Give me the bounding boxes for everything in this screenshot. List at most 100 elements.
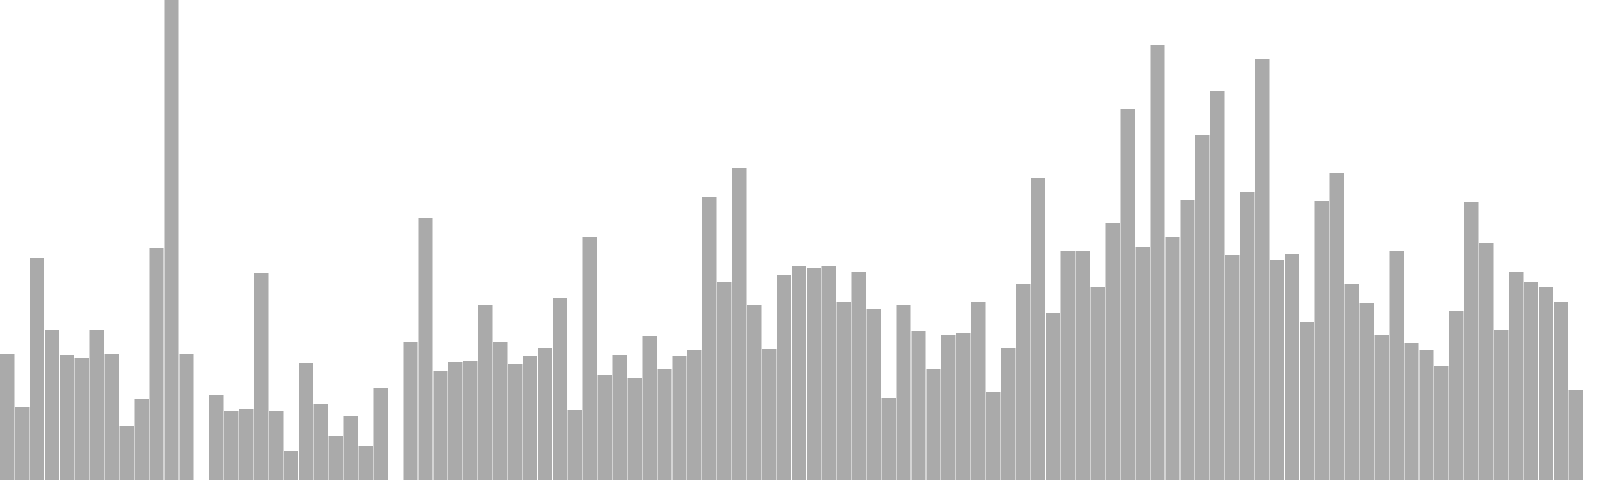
bar-77 — [1150, 45, 1165, 480]
bar-89 — [1329, 173, 1344, 480]
bar-31 — [463, 361, 478, 480]
bar-20 — [298, 363, 314, 480]
bar-1 — [14, 407, 30, 480]
bar-63 — [941, 335, 956, 480]
bar-8 — [119, 426, 134, 480]
bar-98 — [1464, 202, 1479, 480]
bar-51 — [761, 349, 777, 480]
bar-30 — [448, 362, 463, 480]
bar-73 — [1090, 287, 1105, 480]
bar-101 — [1508, 272, 1524, 480]
bar-56 — [836, 302, 851, 480]
bar-85 — [1269, 260, 1285, 480]
bar-25 — [373, 388, 388, 480]
bar-69 — [1030, 178, 1046, 480]
bar-5 — [74, 358, 90, 480]
bar-84 — [1254, 59, 1270, 480]
bar-49 — [732, 168, 747, 480]
bar-32 — [478, 305, 493, 480]
bar-93 — [1389, 251, 1404, 480]
bar-11 — [164, 0, 179, 480]
bar-64 — [956, 333, 971, 480]
bar-17 — [253, 273, 269, 480]
bar-54 — [806, 268, 822, 480]
bar-97 — [1449, 311, 1464, 480]
bar-22 — [328, 436, 344, 480]
bar-70 — [1045, 313, 1061, 480]
bar-88 — [1314, 201, 1330, 480]
bar-40 — [597, 375, 612, 480]
bar-91 — [1359, 303, 1374, 480]
bar-100 — [1494, 330, 1509, 480]
bar-95 — [1419, 350, 1434, 480]
bar-71 — [1060, 251, 1076, 480]
bar-18 — [268, 411, 284, 480]
bar-45 — [672, 356, 687, 480]
bar-48 — [717, 282, 732, 480]
bar-68 — [1015, 284, 1031, 480]
bar-52 — [776, 275, 792, 480]
bar-72 — [1075, 251, 1091, 480]
bar-96 — [1434, 366, 1449, 480]
bar-67 — [1000, 348, 1016, 480]
bar-102 — [1523, 282, 1539, 480]
bar-6 — [89, 330, 104, 480]
bar-16 — [239, 409, 254, 480]
bar-27 — [403, 342, 418, 480]
bar-43 — [642, 336, 657, 480]
bar-7 — [104, 354, 119, 480]
bar-61 — [911, 331, 926, 480]
bar-46 — [687, 350, 702, 480]
bar-38 — [567, 410, 583, 480]
bar-2 — [29, 258, 45, 480]
bar-75 — [1120, 109, 1135, 480]
bar-0 — [0, 354, 15, 480]
bar-19 — [283, 451, 299, 480]
bar-90 — [1344, 284, 1359, 480]
bar-23 — [343, 416, 358, 480]
bar-92 — [1374, 335, 1389, 480]
bar-94 — [1404, 343, 1419, 480]
bar-103 — [1538, 287, 1554, 480]
bar-79 — [1180, 200, 1195, 480]
bar-76 — [1135, 247, 1150, 480]
bar-62 — [926, 369, 941, 480]
bar-78 — [1165, 237, 1180, 480]
bar-83 — [1240, 192, 1255, 480]
bar-50 — [747, 305, 762, 480]
bar-57 — [851, 272, 866, 480]
bar-59 — [881, 398, 896, 480]
bar-60 — [896, 305, 911, 480]
bar-99 — [1479, 243, 1494, 480]
bar-14 — [209, 395, 224, 480]
bar-37 — [552, 298, 568, 480]
bar-15 — [224, 411, 239, 480]
bar-81 — [1210, 91, 1225, 480]
bar-74 — [1105, 223, 1120, 480]
bar-86 — [1284, 254, 1300, 480]
bar-42 — [627, 378, 642, 480]
bar-65 — [971, 302, 986, 480]
bar-58 — [866, 309, 881, 480]
bar-12 — [179, 354, 194, 480]
bar-66 — [986, 392, 1001, 480]
bar-28 — [418, 218, 433, 480]
bar-33 — [493, 342, 508, 480]
bar-47 — [702, 197, 717, 480]
bar-39 — [582, 237, 597, 480]
bar-87 — [1299, 322, 1315, 480]
bar-34 — [507, 364, 523, 480]
bar-21 — [313, 404, 329, 480]
bar-10 — [149, 248, 164, 480]
bar-53 — [791, 266, 807, 480]
bar-41 — [612, 355, 627, 480]
bar-55 — [821, 266, 837, 480]
bar-36 — [537, 348, 553, 480]
bar-80 — [1195, 135, 1210, 480]
bar-9 — [134, 399, 149, 480]
bar-3 — [44, 330, 60, 480]
bar-4 — [59, 355, 75, 480]
